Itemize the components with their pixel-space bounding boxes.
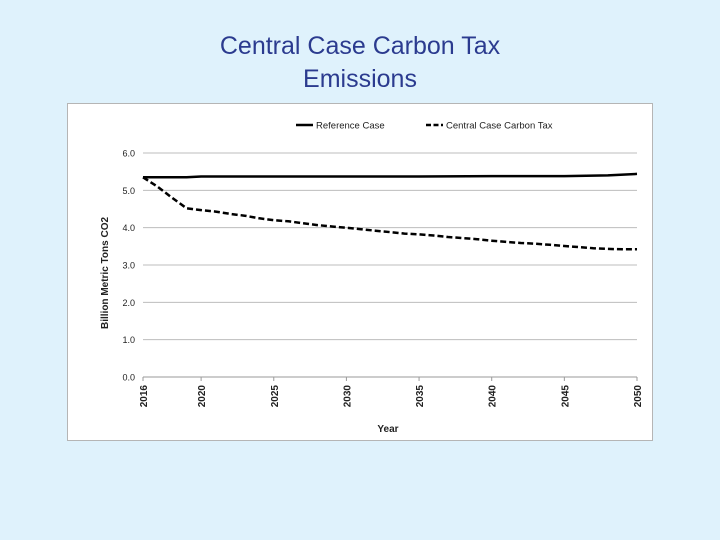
x-tick-label: 2035 <box>415 385 426 408</box>
x-tick-label: 2016 <box>139 385 150 408</box>
y-tick-label: 3.0 <box>122 261 135 271</box>
y-tick-label: 6.0 <box>122 149 135 159</box>
y-tick-label: 1.0 <box>122 335 135 345</box>
y-tick-label: 4.0 <box>122 223 135 233</box>
y-tick-label: 0.0 <box>122 373 135 383</box>
y-tick-label: 2.0 <box>122 298 135 308</box>
y-tick-label: 5.0 <box>122 186 135 196</box>
legend-label: Reference Case <box>316 121 385 132</box>
x-tick-label: 2020 <box>197 385 208 408</box>
x-tick-label: 2025 <box>270 385 281 408</box>
x-tick-label: 2030 <box>342 385 353 408</box>
x-tick-label: 2040 <box>488 385 499 408</box>
slide-title-line-1: Central Case Carbon Tax <box>219 32 501 60</box>
legend-label: Central Case Carbon Tax <box>446 121 553 132</box>
chart-frame: 0.0 1.0 2.0 3.0 4.0 5.0 6.0 2016 2020 2025 2030 203… <box>67 103 653 441</box>
x-axis-title: Year <box>377 424 398 435</box>
slide-title-line-2: Emissions <box>303 65 417 93</box>
y-axis-title: Billion Metric Tons CO2 <box>100 217 111 329</box>
x-tick-label: 2050 <box>633 385 644 408</box>
reference-case-line <box>143 172 638 179</box>
carbon-tax-line <box>142 176 637 251</box>
slide-title: Central Case Carbon Tax Emissions <box>0 30 720 96</box>
emissions-line-chart: 0.0 1.0 2.0 3.0 4.0 5.0 6.0 2016 2020 2025 2030 203… <box>100 121 644 436</box>
x-tick-label: 2045 <box>560 385 571 408</box>
